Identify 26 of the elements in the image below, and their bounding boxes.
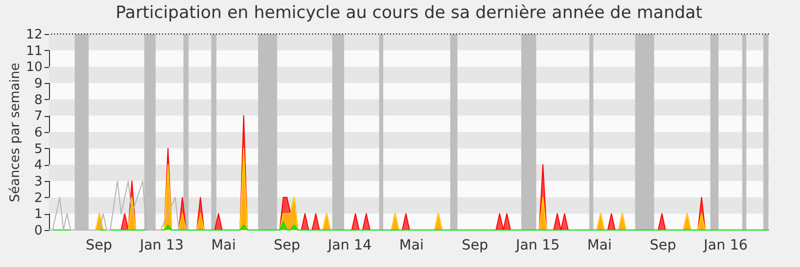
y-tick-label: 9 [34, 76, 42, 92]
x-tick-label: Jan 13 [138, 238, 184, 254]
x-tick-label: Mai [211, 238, 236, 254]
y-tick-label: 0 [34, 224, 42, 238]
y-tick-label: 3 [34, 174, 42, 190]
x-tick-label: Jan 14 [326, 238, 372, 254]
y-tick-label: 8 [34, 92, 42, 108]
x-tick-label: Sep [650, 238, 676, 254]
y-axis-title: Séances par semaine [8, 62, 23, 202]
y-tick-label: 2 [34, 190, 42, 206]
y-tick-label: 6 [34, 126, 42, 140]
x-tick-label: Sep [462, 238, 488, 254]
y-tick-label: 10 [26, 60, 42, 76]
x-tick-label: Sep [274, 238, 300, 254]
y-tick-label: 12 [26, 28, 42, 42]
y-tick-label: 7 [34, 109, 42, 124]
chart-title: Participation en hemicycle au cours de sa dernière année de mandat [116, 3, 703, 23]
x-tick-label: Mai [587, 238, 612, 254]
y-tick-label: 5 [34, 142, 42, 157]
x-tick-label: Sep [86, 238, 112, 254]
x-tick-label: Jan 15 [514, 238, 560, 254]
x-tick-label: Mai [399, 238, 424, 254]
y-tick-label: 1 [34, 207, 42, 222]
y-tick-label: 11 [26, 44, 42, 59]
y-tick-label: 4 [34, 158, 42, 174]
x-tick-label: Jan 16 [702, 238, 748, 254]
